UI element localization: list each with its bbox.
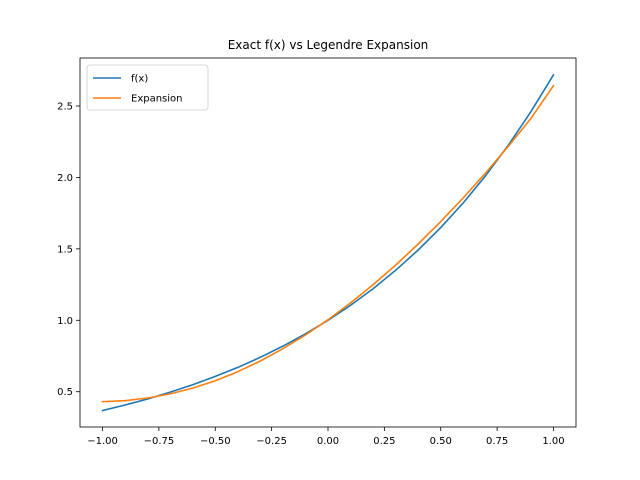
legend: f(x) Expansion bbox=[86, 64, 209, 111]
x-axis: −1.00 −0.75 −0.50 −0.25 0.00 0.25 0.50 0.75 1.00 bbox=[87, 427, 565, 447]
x-tick-label: 0.50 bbox=[430, 436, 452, 447]
y-axis: 0.5 1.0 1.5 2.0 2.5 bbox=[57, 102, 80, 398]
y-tick-label: 2.5 bbox=[57, 102, 73, 113]
legend-label-1: Expansion bbox=[131, 94, 183, 105]
x-tick-label: 0.00 bbox=[317, 436, 339, 447]
y-tick-label: 1.5 bbox=[57, 244, 73, 255]
x-tick-label: 0.75 bbox=[486, 436, 508, 447]
x-tick-label: −0.25 bbox=[256, 436, 287, 447]
x-tick-label: 1.00 bbox=[542, 436, 564, 447]
x-tick-label: −1.00 bbox=[87, 436, 118, 447]
series-layer bbox=[101, 73, 555, 412]
y-tick-label: 2.0 bbox=[57, 173, 73, 184]
x-tick-label: −0.50 bbox=[200, 436, 231, 447]
legend-label-0: f(x) bbox=[131, 74, 148, 85]
y-tick-label: 0.5 bbox=[57, 387, 73, 398]
x-tick-label: 0.25 bbox=[373, 436, 395, 447]
y-tick-label: 1.0 bbox=[57, 316, 73, 327]
series-line-1 bbox=[101, 84, 555, 403]
x-tick-label: −0.75 bbox=[144, 436, 175, 447]
chart-title: Exact f(x) vs Legendre Expansion bbox=[228, 38, 429, 52]
